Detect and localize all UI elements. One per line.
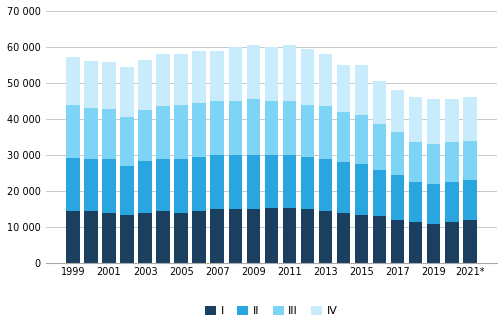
Bar xyxy=(66,211,80,263)
Bar xyxy=(156,107,170,159)
Bar xyxy=(120,166,134,214)
Bar xyxy=(228,47,242,101)
Bar xyxy=(373,125,387,169)
Bar xyxy=(427,184,440,224)
Bar xyxy=(102,62,116,109)
Bar xyxy=(427,99,440,144)
Bar xyxy=(138,160,152,213)
Bar xyxy=(138,213,152,263)
Bar xyxy=(319,54,332,107)
Bar xyxy=(120,67,134,117)
Bar xyxy=(319,211,332,263)
Bar xyxy=(174,105,188,159)
Bar xyxy=(391,132,404,175)
Bar xyxy=(211,51,224,101)
Bar xyxy=(156,159,170,211)
Bar xyxy=(156,211,170,263)
Bar xyxy=(228,101,242,155)
Bar xyxy=(301,49,314,105)
Bar xyxy=(265,101,278,155)
Bar xyxy=(193,211,206,263)
Bar xyxy=(228,155,242,209)
Bar xyxy=(265,47,278,101)
Bar xyxy=(246,99,260,155)
Bar xyxy=(246,45,260,99)
Bar xyxy=(174,159,188,213)
Bar xyxy=(174,54,188,105)
Bar xyxy=(66,105,80,158)
Bar xyxy=(265,155,278,208)
Bar xyxy=(463,220,477,263)
Bar xyxy=(409,222,422,263)
Bar xyxy=(102,213,116,263)
Bar xyxy=(301,209,314,263)
Bar xyxy=(319,107,332,159)
Bar xyxy=(301,105,314,157)
Bar xyxy=(120,214,134,263)
Bar xyxy=(138,110,152,160)
Bar xyxy=(355,214,368,263)
Bar xyxy=(355,65,368,116)
Bar xyxy=(265,208,278,263)
Bar xyxy=(283,155,296,208)
Bar xyxy=(193,157,206,211)
Bar xyxy=(211,209,224,263)
Bar xyxy=(84,211,98,263)
Bar xyxy=(463,98,477,141)
Bar xyxy=(66,158,80,211)
Bar xyxy=(102,109,116,160)
Bar xyxy=(84,159,98,211)
Bar xyxy=(337,112,350,162)
Bar xyxy=(445,143,459,182)
Bar xyxy=(355,116,368,164)
Bar xyxy=(391,220,404,263)
Bar xyxy=(427,144,440,184)
Bar xyxy=(373,169,387,216)
Bar xyxy=(409,143,422,182)
Bar xyxy=(337,162,350,213)
Bar xyxy=(193,103,206,157)
Bar xyxy=(84,108,98,159)
Legend: I, II, III, IV: I, II, III, IV xyxy=(201,301,342,321)
Bar xyxy=(319,159,332,211)
Bar xyxy=(283,101,296,155)
Bar xyxy=(193,51,206,103)
Bar xyxy=(391,90,404,132)
Bar xyxy=(211,155,224,209)
Bar xyxy=(445,222,459,263)
Bar xyxy=(445,182,459,222)
Bar xyxy=(463,180,477,220)
Bar xyxy=(355,164,368,214)
Bar xyxy=(246,155,260,209)
Bar xyxy=(463,141,477,180)
Bar xyxy=(66,57,80,105)
Bar xyxy=(120,117,134,166)
Bar xyxy=(301,157,314,209)
Bar xyxy=(283,45,296,101)
Bar xyxy=(156,54,170,107)
Bar xyxy=(283,208,296,263)
Bar xyxy=(391,175,404,220)
Bar xyxy=(84,61,98,108)
Bar xyxy=(373,216,387,263)
Bar xyxy=(337,213,350,263)
Bar xyxy=(138,60,152,110)
Bar xyxy=(445,99,459,143)
Bar xyxy=(174,213,188,263)
Bar xyxy=(228,209,242,263)
Bar xyxy=(337,65,350,112)
Bar xyxy=(211,101,224,155)
Bar xyxy=(427,224,440,263)
Bar xyxy=(409,182,422,222)
Bar xyxy=(373,81,387,125)
Bar xyxy=(102,160,116,213)
Bar xyxy=(409,98,422,143)
Bar xyxy=(246,209,260,263)
